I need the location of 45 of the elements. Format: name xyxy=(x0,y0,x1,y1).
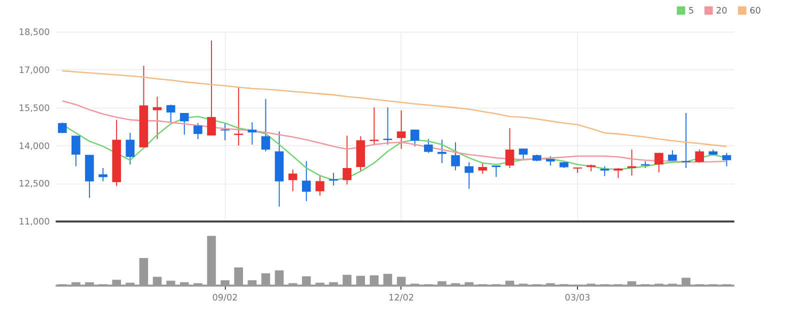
y-tick-label: 17,000 xyxy=(18,66,50,76)
candlestick xyxy=(166,104,176,123)
candlestick xyxy=(438,139,446,164)
candlestick xyxy=(72,135,80,167)
candlestick xyxy=(180,112,189,136)
y-tick-label: 18,500 xyxy=(18,28,50,38)
x-tick-label: 09/02 xyxy=(212,293,238,304)
candlestick xyxy=(410,129,420,147)
candlestick xyxy=(152,96,162,140)
candlestick xyxy=(424,138,433,154)
candlestick xyxy=(302,160,311,202)
candlestick xyxy=(614,168,623,178)
candlestick xyxy=(396,110,406,150)
candlestick xyxy=(518,148,528,160)
candlestick xyxy=(98,168,108,182)
candlestick xyxy=(383,106,392,146)
candlestick xyxy=(248,122,257,146)
y-tick-label: 14,000 xyxy=(18,142,50,152)
candlestick xyxy=(329,172,338,186)
candlestick xyxy=(234,86,244,146)
candlestick xyxy=(261,98,270,152)
legend-label: 60 xyxy=(750,6,762,17)
legend-label: 5 xyxy=(688,6,694,17)
candlestick xyxy=(451,142,460,171)
candlestick xyxy=(220,122,230,141)
candlestick xyxy=(492,165,501,178)
candlestick xyxy=(505,128,514,169)
candlestick xyxy=(464,162,474,190)
y-tick-label: 15,500 xyxy=(18,104,50,114)
candlestick xyxy=(194,122,202,140)
legend-label: 20 xyxy=(716,6,728,17)
candlestick xyxy=(342,135,352,185)
line-series xyxy=(62,70,728,147)
candlestick xyxy=(288,169,298,192)
y-tick-label: 11,000 xyxy=(18,218,50,228)
candlestick xyxy=(695,149,704,164)
candlestick xyxy=(722,152,732,167)
y-tick-label: 12,500 xyxy=(18,180,50,190)
candlestick xyxy=(478,162,488,174)
candlestick xyxy=(126,132,135,165)
candlestick xyxy=(654,152,664,173)
candlestick xyxy=(316,176,324,196)
candlestick xyxy=(207,40,216,136)
x-tick-label: 12/02 xyxy=(388,293,414,304)
x-tick-label: 03/03 xyxy=(564,293,590,304)
